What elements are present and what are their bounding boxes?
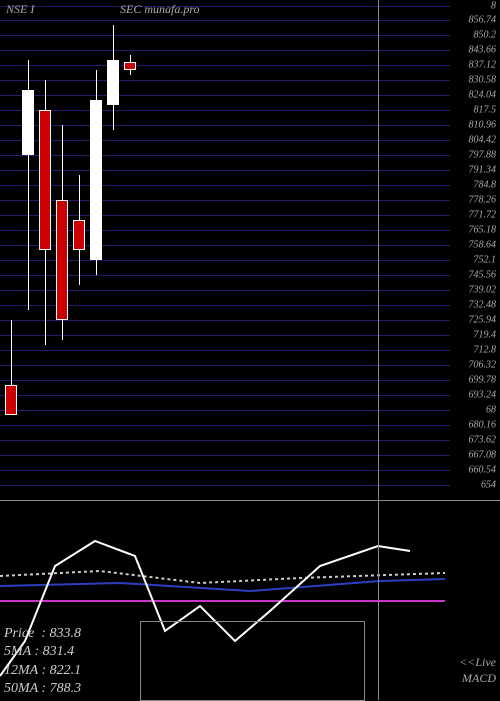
y-axis-label: 784.8 xyxy=(474,180,497,191)
candle-body xyxy=(56,200,68,320)
gridline xyxy=(0,395,450,396)
gridline xyxy=(0,125,450,126)
live-label: <<Live xyxy=(459,655,496,670)
gridline xyxy=(0,155,450,156)
y-axis-label: 758.64 xyxy=(469,240,497,251)
y-axis-label: 765.18 xyxy=(469,225,497,236)
candle-body xyxy=(73,220,85,250)
gridline xyxy=(0,380,450,381)
y-axis-label: 8 xyxy=(491,1,496,12)
y-axis-label: 856.74 xyxy=(469,15,497,26)
price-row: Price : 833.8 xyxy=(4,625,81,643)
candle-body xyxy=(5,385,17,415)
gridline xyxy=(0,35,450,36)
price-chart: 8 856.74 850.2 843.66 837.12 830.58 824.04 817.… xyxy=(0,0,500,500)
y-axis-label: 699.78 xyxy=(469,375,497,386)
y-axis-label: 725.94 xyxy=(469,315,497,326)
gridline xyxy=(0,425,450,426)
y-axis-label: 732.48 xyxy=(469,300,497,311)
y-axis-label: 719.4 xyxy=(474,330,497,341)
y-axis-label: 752.1 xyxy=(474,255,497,266)
macd-chart: <<Live MACD Price : 833.8 5MA : 831.4 12… xyxy=(0,500,500,700)
gridline xyxy=(0,350,450,351)
y-axis-label: 712.8 xyxy=(474,345,497,356)
gridline xyxy=(0,170,450,171)
gridline xyxy=(0,95,450,96)
gridline xyxy=(0,140,450,141)
macd-label: MACD xyxy=(462,671,496,686)
y-axis-label: 797.88 xyxy=(469,150,497,161)
gridline xyxy=(0,485,450,486)
ma5-row: 5MA : 831.4 xyxy=(4,643,81,661)
exchange-label: NSE I xyxy=(6,2,34,17)
y-axis-label: 771.72 xyxy=(469,210,497,221)
gridline xyxy=(0,6,450,7)
y-axis-label: 68 xyxy=(486,405,496,416)
y-axis-label: 791.34 xyxy=(469,165,497,176)
y-axis-label: 660.54 xyxy=(469,465,497,476)
y-axis-label: 673.62 xyxy=(469,435,497,446)
candle-body xyxy=(39,110,51,250)
source-label: SEC munafa.pro xyxy=(120,2,200,17)
candle-body xyxy=(107,60,119,105)
y-axis-label: 739.02 xyxy=(469,285,497,296)
cursor-line-lower xyxy=(378,501,379,700)
gridline xyxy=(0,365,450,366)
y-axis-label: 850.2 xyxy=(474,30,497,41)
gridline xyxy=(0,455,450,456)
y-axis-label: 830.58 xyxy=(469,75,497,86)
y-axis-label: 693.24 xyxy=(469,390,497,401)
y-axis-label: 654 xyxy=(481,480,496,491)
y-axis-label: 667.08 xyxy=(469,450,497,461)
chart-container: 8 856.74 850.2 843.66 837.12 830.58 824.04 817.… xyxy=(0,0,500,700)
gridline xyxy=(0,410,450,411)
y-axis-label: 804.42 xyxy=(469,135,497,146)
y-axis-label: 680.16 xyxy=(469,420,497,431)
y-axis-label: 817.5 xyxy=(474,105,497,116)
gridline xyxy=(0,470,450,471)
gridline xyxy=(0,65,450,66)
y-axis-label: 745.56 xyxy=(469,270,497,281)
gridline xyxy=(0,50,450,51)
y-axis-label: 837.12 xyxy=(469,60,497,71)
gridline xyxy=(0,335,450,336)
gridline xyxy=(0,110,450,111)
cursor-line xyxy=(378,0,379,500)
ma50-row: 50MA : 788.3 xyxy=(4,680,81,698)
info-box: Price : 833.8 5MA : 831.4 12MA : 822.1 5… xyxy=(4,625,81,698)
y-axis-label: 810.96 xyxy=(469,120,497,131)
gridline xyxy=(0,440,450,441)
y-axis-label: 843.66 xyxy=(469,45,497,56)
candle-body xyxy=(90,100,102,260)
y-axis-label: 706.32 xyxy=(469,360,497,371)
gridline xyxy=(0,185,450,186)
gridline xyxy=(0,320,450,321)
y-axis-label: 824.04 xyxy=(469,90,497,101)
macd-box xyxy=(140,621,365,701)
gridline xyxy=(0,20,450,21)
candle-body xyxy=(124,62,136,70)
gridline xyxy=(0,80,450,81)
ma12-row: 12MA : 822.1 xyxy=(4,662,81,680)
y-axis-label: 778.26 xyxy=(469,195,497,206)
candle-body xyxy=(22,90,34,155)
